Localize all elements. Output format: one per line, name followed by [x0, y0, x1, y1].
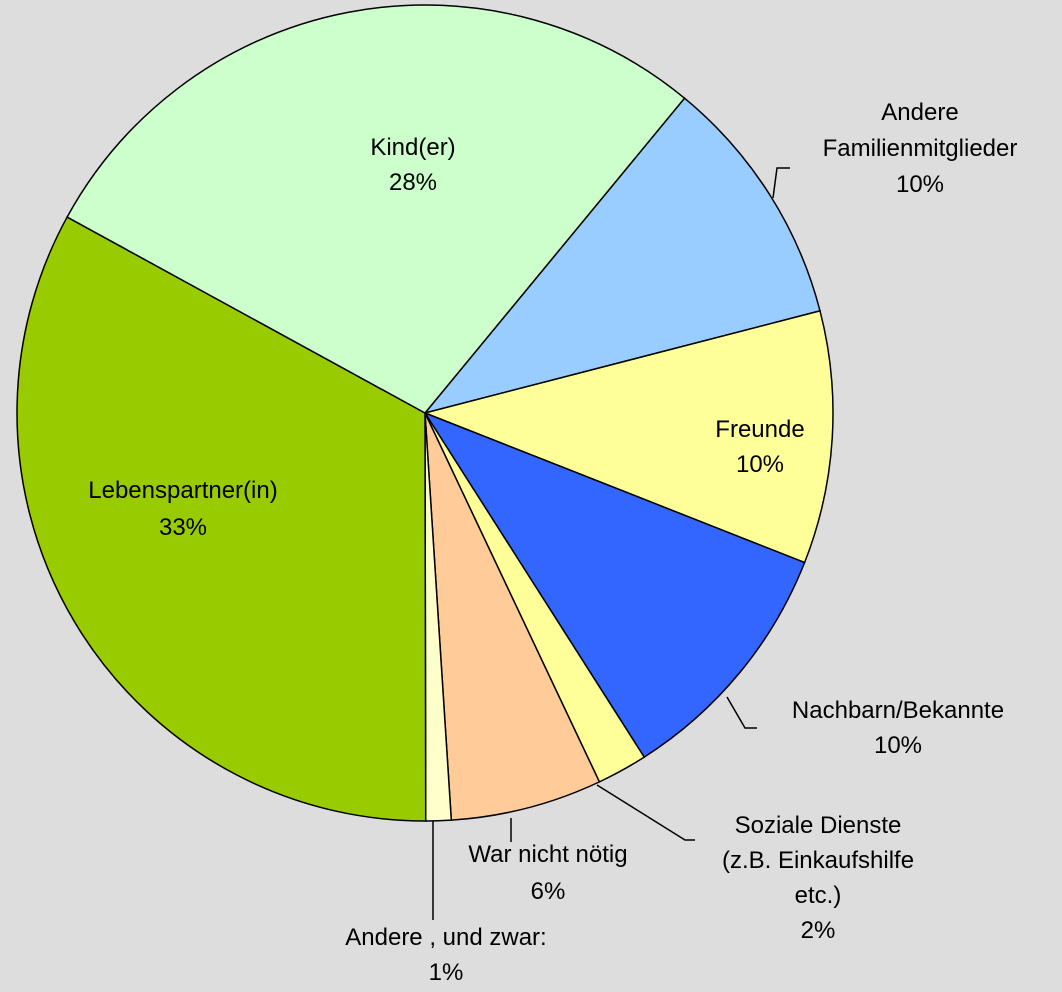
slice-label: War nicht nötig: [468, 841, 627, 868]
leader-line: [772, 167, 790, 199]
label-line: (z.B. Einkaufshilfe: [722, 847, 914, 874]
value-label: 2%: [801, 917, 836, 944]
slice-label: Andere Familienmitglieder: [823, 99, 1018, 162]
label-line: Kind(er): [370, 134, 455, 161]
leader-line: [726, 696, 757, 729]
value-label: 28%: [389, 169, 437, 196]
label-line: Nachbarn/Bekannte: [792, 697, 1004, 724]
pie-slice: [422, 309, 834, 564]
label-line: Andere , und zwar:: [345, 924, 546, 951]
label-line: Freunde: [715, 416, 804, 443]
pie-slice: [16, 216, 427, 822]
slice-label: Nachbarn/Bekannte: [792, 697, 1004, 724]
value-label: 33%: [159, 514, 207, 541]
slice-label: Andere , und zwar:: [345, 924, 546, 951]
pie-slice: [422, 97, 821, 415]
slice-label: Lebenspartner(in): [88, 477, 277, 504]
value-label: 6%: [531, 878, 566, 905]
label-line: War nicht nötig: [468, 841, 627, 868]
slice-label: Soziale Dienste (z.B. Einkaufshilfe etc.): [722, 812, 914, 909]
label-line: Soziale Dienste: [735, 812, 902, 839]
label-line: Familienmitglieder: [823, 135, 1018, 162]
pie-slice: [66, 4, 686, 414]
pie-slice: [424, 412, 601, 821]
value-label: 1%: [429, 959, 464, 986]
leader-line: [596, 784, 695, 841]
label-line: Andere: [881, 99, 958, 126]
value-label: 10%: [736, 451, 784, 478]
label-line: etc.): [795, 882, 842, 909]
pie-slice: [423, 411, 806, 759]
label-line: Lebenspartner(in): [88, 477, 277, 504]
slice-label: Freunde: [715, 416, 804, 443]
slice-label: Kind(er): [370, 134, 455, 161]
value-label: 10%: [896, 171, 944, 198]
value-label: 10%: [874, 732, 922, 759]
